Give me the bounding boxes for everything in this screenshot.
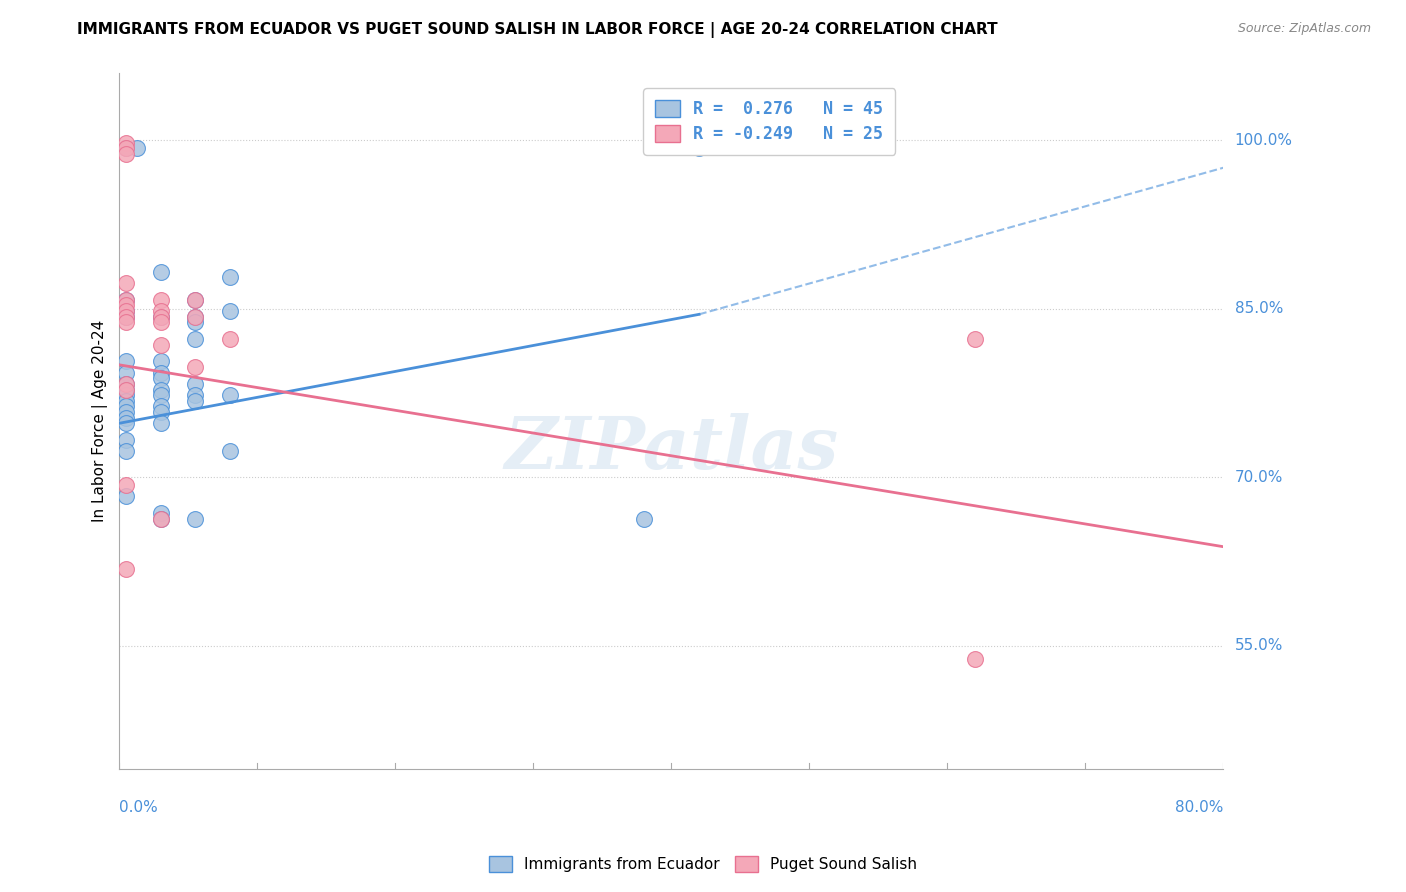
Point [115,400,138,414]
Point [115,298,138,312]
Point [149,354,172,368]
Text: 70.0%: 70.0% [1234,469,1282,484]
Point [184,315,207,329]
Point [149,416,172,430]
Text: 85.0%: 85.0% [1234,301,1282,317]
Point [115,393,138,408]
Text: 55.0%: 55.0% [1234,638,1282,653]
Point [115,383,138,397]
Point [149,405,172,419]
Point [115,388,138,402]
Point [149,388,172,402]
Point [149,293,172,307]
Point [115,293,138,307]
Point [115,416,138,430]
Point [633,511,655,525]
Text: 80.0%: 80.0% [1175,799,1223,814]
Point [115,383,138,397]
Point [149,511,172,525]
Point [115,304,138,318]
Point [184,376,207,391]
Point [115,136,138,150]
Point [149,315,172,329]
Point [149,383,172,397]
Point [127,141,149,155]
Point [115,405,138,419]
Point [115,354,138,368]
Text: IMMIGRANTS FROM ECUADOR VS PUGET SOUND SALISH IN LABOR FORCE | AGE 20-24 CORRELA: IMMIGRANTS FROM ECUADOR VS PUGET SOUND S… [77,22,998,38]
Point [184,388,207,402]
Point [115,376,138,391]
Y-axis label: In Labor Force | Age 20-24: In Labor Force | Age 20-24 [93,320,108,522]
Point [184,332,207,346]
Point [115,433,138,447]
Point [149,310,172,324]
Point [115,376,138,391]
Point [115,315,138,329]
Point [149,366,172,380]
Point [115,293,138,307]
Point [115,489,138,503]
Point [218,304,240,318]
Point [115,304,138,318]
Point [149,304,172,318]
Point [149,506,172,520]
Text: 0.0%: 0.0% [120,799,159,814]
Point [115,310,138,324]
Point [149,400,172,414]
Point [115,310,138,324]
Point [688,141,710,155]
Point [184,293,207,307]
Point [218,332,240,346]
Text: Source: ZipAtlas.com: Source: ZipAtlas.com [1237,22,1371,36]
Text: ZIPatlas: ZIPatlas [505,413,838,484]
Point [115,276,138,290]
Point [184,310,207,324]
Point [115,146,138,161]
Legend: R =  0.276   N = 45, R = -0.249   N = 25: R = 0.276 N = 45, R = -0.249 N = 25 [644,88,896,154]
Point [184,511,207,525]
Point [218,388,240,402]
Legend: Immigrants from Ecuador, Puget Sound Salish: Immigrants from Ecuador, Puget Sound Sal… [481,848,925,880]
Point [184,310,207,324]
Point [115,562,138,576]
Point [218,270,240,285]
Point [965,332,987,346]
Point [184,293,207,307]
Point [115,410,138,425]
Point [149,337,172,351]
Point [115,444,138,458]
Point [149,511,172,525]
Point [965,652,987,666]
Point [115,141,138,155]
Point [149,371,172,385]
Point [218,444,240,458]
Point [115,366,138,380]
Text: 100.0%: 100.0% [1234,133,1292,148]
Point [149,265,172,279]
Point [184,393,207,408]
Point [115,478,138,492]
Point [184,360,207,375]
Point [115,141,138,155]
Point [149,310,172,324]
